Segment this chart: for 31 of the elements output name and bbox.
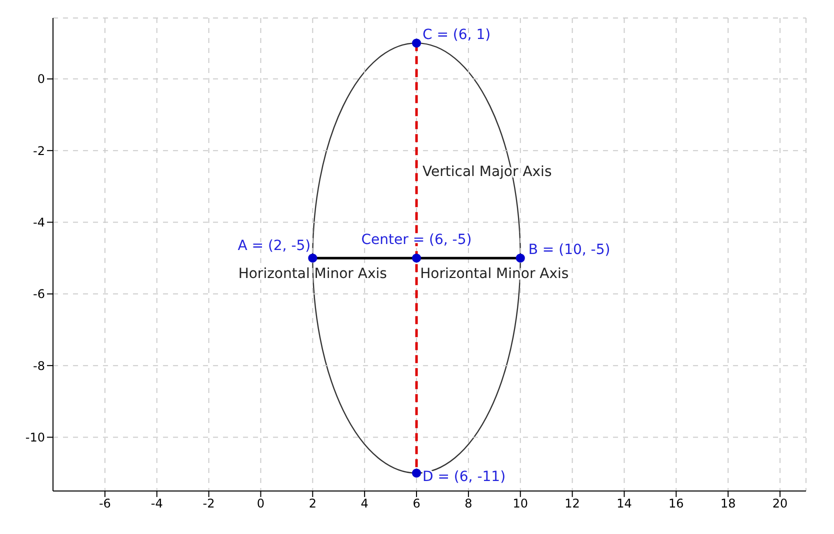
y-tick-label: -2	[33, 144, 45, 158]
x-tick-label: 8	[464, 496, 472, 511]
annotation: Center = (6, -5)	[361, 232, 472, 248]
annotation: Horizontal Minor Axis	[238, 266, 387, 282]
y-tick-label: -6	[33, 287, 45, 302]
point	[516, 254, 525, 263]
x-tick-label: 18	[720, 496, 736, 511]
x-tick-label: 20	[772, 496, 788, 511]
x-tick-label: 0	[256, 496, 265, 511]
point	[412, 254, 422, 263]
x-tick-label: 12	[564, 496, 580, 511]
x-tick-label: 10	[512, 496, 528, 511]
annotation: A = (2, -5)	[238, 238, 311, 254]
annotation: D = (6, -11)	[422, 469, 506, 486]
x-tick-label: 4	[360, 496, 368, 511]
y-tick-label: -10	[25, 430, 45, 445]
x-tick-label: -6	[98, 496, 111, 511]
y-tick-label: -4	[33, 216, 45, 230]
x-tick-label: 2	[308, 496, 316, 511]
point	[308, 254, 318, 263]
annotation: B = (10, -5)	[528, 242, 610, 258]
x-tick-label: 14	[616, 496, 632, 511]
x-tick-label: -2	[202, 496, 215, 511]
y-tick-label: 0	[37, 72, 45, 86]
x-tick-label: -4	[150, 496, 163, 511]
annotation: C = (6, 1)	[422, 27, 491, 44]
x-tick-label: 16	[668, 496, 684, 511]
point	[412, 468, 422, 478]
y-tick-label: -8	[33, 358, 45, 373]
x-tick-label: 6	[412, 496, 420, 511]
point	[412, 38, 422, 48]
